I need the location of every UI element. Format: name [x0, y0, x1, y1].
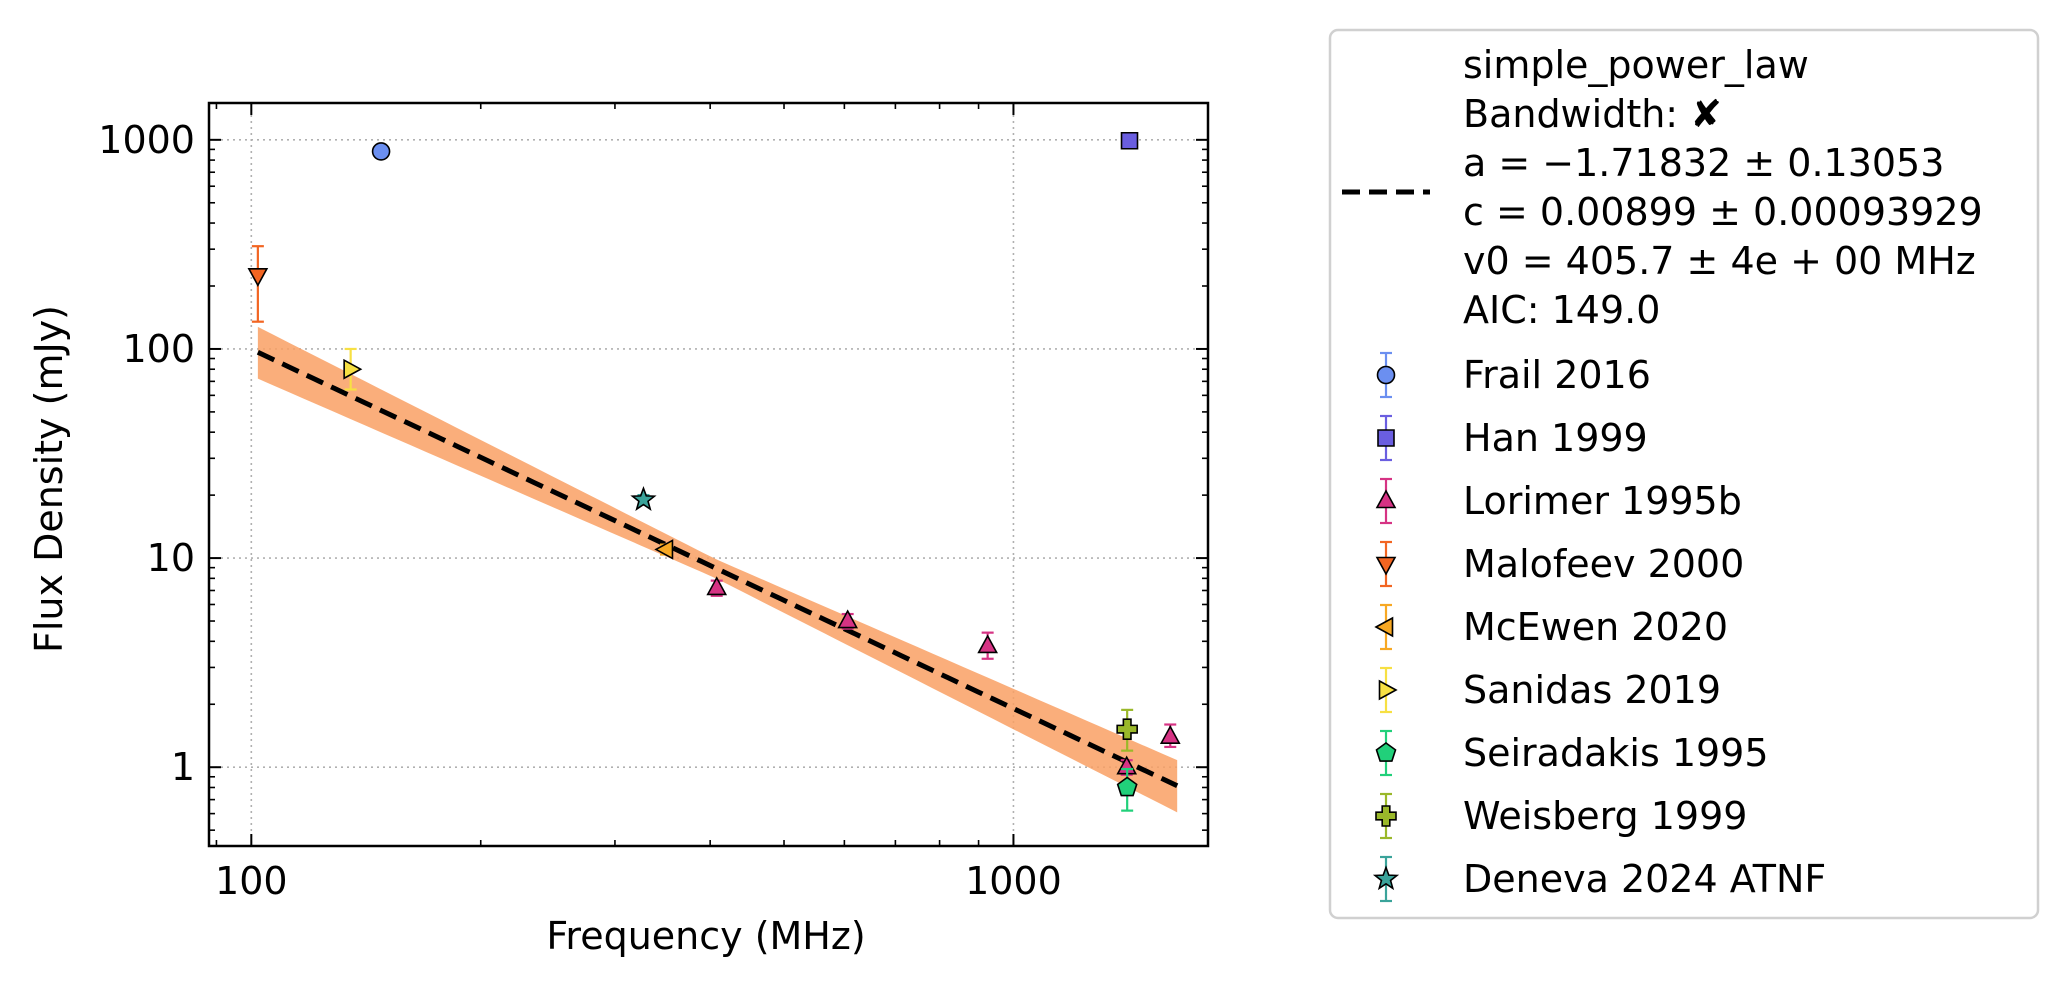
legend-marker-frail-2016	[1376, 365, 1396, 385]
legend-label-lorimer-1995b: Lorimer 1995b	[1463, 479, 1742, 523]
axes	[207, 101, 1210, 848]
legend-label-seiradakis-1995: Seiradakis 1995	[1463, 731, 1769, 775]
legend-marker-lorimer-1995b	[1375, 489, 1397, 509]
legend-label-mcewen-2020: McEwen 2020	[1463, 605, 1728, 649]
plot-frame	[207, 101, 1210, 848]
data-points	[247, 131, 1181, 812]
point-lorimer-1995b	[837, 609, 859, 629]
legend-marker-han-1999	[1377, 429, 1395, 447]
legend-fit-line-0: simple_power_law	[1463, 43, 1809, 87]
point-han-1999	[1120, 131, 1139, 150]
point-mcewen-2020	[654, 539, 674, 560]
y-tick-label: 10	[147, 536, 195, 580]
point-frail-2016	[371, 142, 391, 161]
legend-marker-mcewen-2020	[1374, 616, 1394, 638]
legend-fit-line-5: AIC: 149.0	[1463, 288, 1660, 332]
tick-labels: 100 1000 1 10 100 1000	[98, 118, 1062, 903]
x-axis-label: Frequency (MHz)	[546, 914, 865, 958]
point-lorimer-1995b	[1159, 724, 1181, 744]
legend-fit-line-1: Bandwidth: ✘	[1463, 92, 1722, 136]
legend-label-deneva-2024-atnf: Deneva 2024 ATNF	[1463, 857, 1826, 901]
legend-label-han-1999: Han 1999	[1463, 416, 1648, 460]
legend-fit-line-2: a = −1.71832 ± 0.13053	[1463, 141, 1944, 185]
fit-uncertainty-band	[257, 326, 1178, 813]
x-tick-label: 100	[215, 859, 288, 903]
legend-label-sanidas-2019: Sanidas 2019	[1463, 668, 1721, 712]
point-lorimer-1995b	[706, 576, 728, 596]
point-sanidas-2019	[343, 358, 363, 380]
legend-marker-deneva-2024-atnf	[1372, 865, 1400, 891]
fit-line	[256, 350, 1179, 789]
point-malofeev-2000	[247, 268, 269, 287]
legend-fit-line-3: c = 0.00899 ± 0.00093929	[1463, 190, 1983, 234]
point-weisberg-1999	[1116, 718, 1138, 740]
legend-label-weisberg-1999: Weisberg 1999	[1463, 794, 1747, 838]
fit-band	[257, 326, 1178, 813]
legend: simple_power_law Bandwidth: ✘ a = −1.71832…	[1328, 28, 2040, 920]
y-tick-label: 1	[171, 745, 195, 789]
legend-label-frail-2016: Frail 2016	[1463, 353, 1651, 397]
y-tick-label: 100	[122, 327, 195, 371]
legend-label-malofeev-2000: Malofeev 2000	[1463, 542, 1744, 586]
legend-marker-weisberg-1999	[1375, 805, 1397, 827]
y-tick-label: 1000	[98, 118, 195, 162]
point-lorimer-1995b	[977, 634, 998, 654]
legend-marker-sanidas-2019	[1378, 679, 1398, 701]
legend-fit-line-4: v0 = 405.7 ± 4e + 00 MHz	[1463, 239, 1976, 283]
legend-marker-malofeev-2000	[1375, 556, 1397, 576]
x-tick-label: 1000	[965, 859, 1062, 903]
fit-line-layer	[256, 350, 1179, 789]
point-seiradakis-1995	[1116, 776, 1138, 797]
legend-box	[1328, 28, 2040, 920]
legend-marker-seiradakis-1995	[1375, 742, 1397, 762]
point-deneva-2024-atnf	[630, 485, 657, 511]
y-axis-label: Flux Density (mJy)	[27, 305, 71, 653]
